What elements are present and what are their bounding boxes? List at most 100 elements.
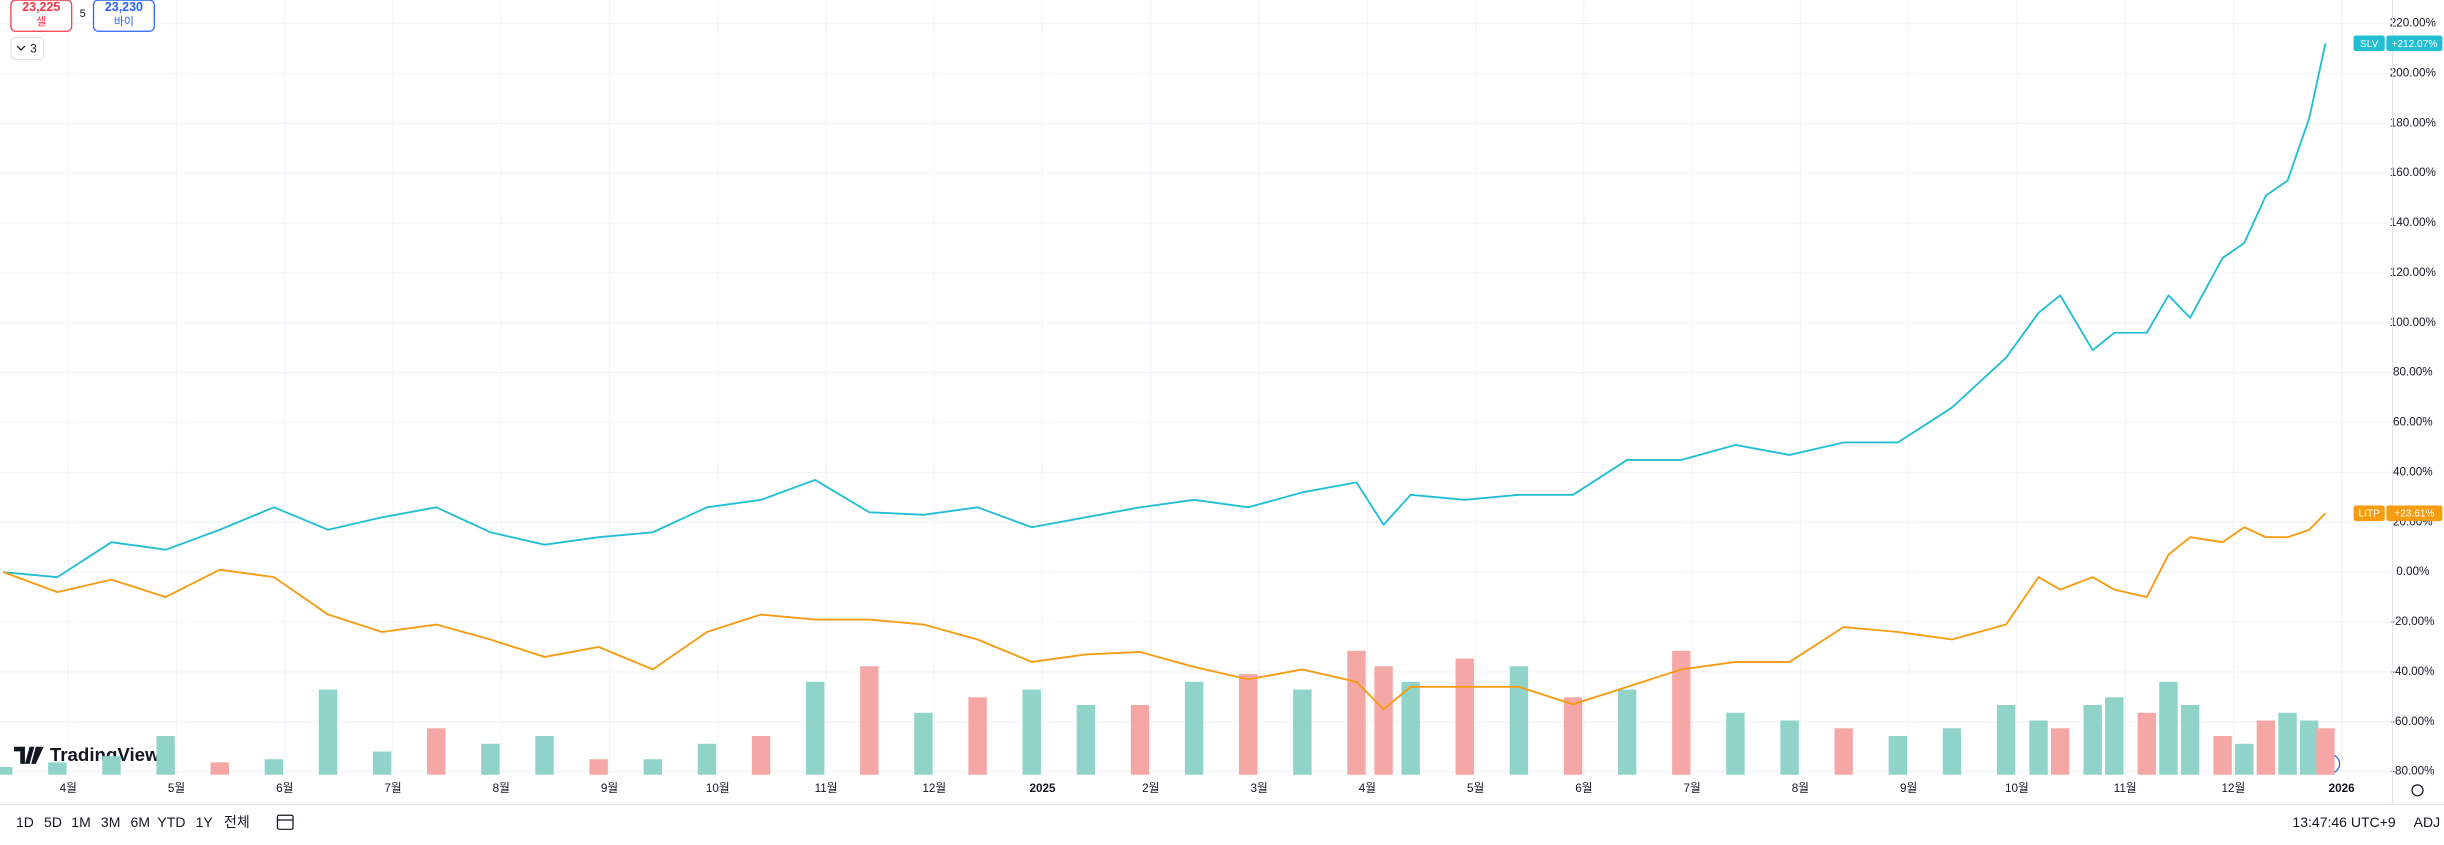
y-tick-label: 120.00% [2390,266,2436,279]
x-tick-label: 7월 [384,782,401,795]
y-tick-label: 200.00% [2390,67,2436,80]
y-tick-label: -60.00% [2391,715,2435,728]
volume-bar [48,762,67,775]
volume-bar [2300,720,2319,775]
buy-price[interactable]: 23,230 [105,0,143,14]
x-tick-label: 11월 [2114,782,2137,795]
sell-label[interactable]: 셀 [36,15,46,28]
last-value-tag [2386,35,2443,52]
volume-bar [1996,705,2016,775]
x-tick-label: 2025 [1030,782,1057,795]
series-name-tag [2353,505,2385,522]
volume-bar [1834,728,1853,775]
x-tick-label: 6월 [1575,782,1592,795]
last-value-label: +23.61% [2394,509,2434,520]
price-tag: SLV +212.07% [2353,35,2443,52]
volume-bar [535,736,554,775]
range-button[interactable]: YTD [157,814,185,830]
volume-bar [210,762,229,775]
volume-bar [2278,712,2297,775]
range-toolbar: 1D 5D 1M 3M 6M YTD 1Y 전체 [16,814,250,830]
plot-area [0,0,2393,775]
y-tick-label: 80.00% [2393,366,2433,379]
indicators-toggle[interactable] [10,36,45,60]
x-tick-label: 7월 [1683,782,1700,795]
x-tick-label: 12월 [2222,782,2246,795]
y-tick-label: 220.00% [2390,17,2436,30]
volume-bar [1726,712,1745,775]
x-tick-label: 12월 [922,782,946,795]
x-tick-label: 4월 [60,782,77,795]
volume-bar [102,756,121,775]
volume-bar [968,697,987,775]
x-tick-label: 3월 [1250,782,1267,795]
range-button[interactable]: 5D [44,814,62,830]
volume-bar [589,759,608,775]
volume-bar [2256,720,2276,775]
volume-bar [1184,681,1204,775]
volume-bar [2316,728,2335,775]
x-tick-label: 10월 [2005,782,2029,795]
calendar-icon[interactable] [276,814,294,830]
volume-bar [697,743,717,775]
chevron-icon [16,45,26,51]
sell-button[interactable] [10,0,73,32]
x-tick-label: 5월 [1467,782,1484,795]
volume-bar [751,736,771,775]
range-button[interactable]: 전체 [224,814,250,830]
volume-bar [2213,736,2232,775]
volume-bar [481,743,500,775]
volume-bar [0,767,13,775]
buy-label[interactable]: 바이 [114,15,134,28]
volume-bar [1347,650,1366,775]
range-button[interactable]: 1D [16,814,34,830]
indicators-count[interactable]: 3 [30,42,37,55]
y-tick-label: 60.00% [2393,416,2433,429]
volume-bar [1374,666,1393,775]
y-tick-label: 40.00% [2393,465,2433,478]
sell-price[interactable]: 23,225 [22,0,60,14]
volume-bar [1563,697,1583,775]
logo: TradingView [14,744,160,765]
settings-icon[interactable] [2411,784,2424,797]
range-button[interactable]: 6M [131,814,150,830]
volume-bar [2105,697,2124,775]
volume-bar [2235,743,2254,775]
volume-bar [1022,689,1041,775]
volume-bar [1617,689,1637,775]
y-tick-label: 0.00% [2396,565,2429,578]
volume-bar [2180,705,2200,775]
y-tick-label: -80.00% [2391,765,2435,778]
volume-bar [1401,681,1420,775]
volume-bar [1888,736,1908,775]
x-tick-label: 8월 [1792,782,1809,795]
logo-mark [14,746,44,764]
buy-button[interactable] [92,0,155,32]
volume-bar [2051,728,2070,775]
volume-bar [1780,720,1799,775]
price-tag: LITP +23.61% [2353,505,2443,522]
last-value-label: +212.07% [2391,39,2437,50]
range-button[interactable]: 1Y [196,814,214,830]
series-name: LITP [2358,509,2380,520]
volume-bar [1942,728,1962,775]
series-line [3,43,2327,579]
volume-bar [1130,705,1150,775]
x-tick-label: 2월 [1142,782,1159,795]
range-button[interactable]: 3M [101,814,120,830]
volume-bar [2083,705,2102,775]
volume-bar [1239,674,1258,775]
x-tick-label: 10월 [706,782,730,795]
volume-bar [318,689,338,775]
volume-bar [264,759,284,775]
adj-toggle[interactable]: ADJ [2414,814,2440,830]
volume-bar [1076,705,1096,775]
volume-bar [1509,666,1529,775]
y-tick-label: 140.00% [2390,216,2436,229]
brand-name: TradingView [50,744,160,765]
range-button[interactable]: 1M [71,814,90,830]
x-tick-label: 2026 [2329,782,2356,795]
volume-bar [2029,720,2048,775]
